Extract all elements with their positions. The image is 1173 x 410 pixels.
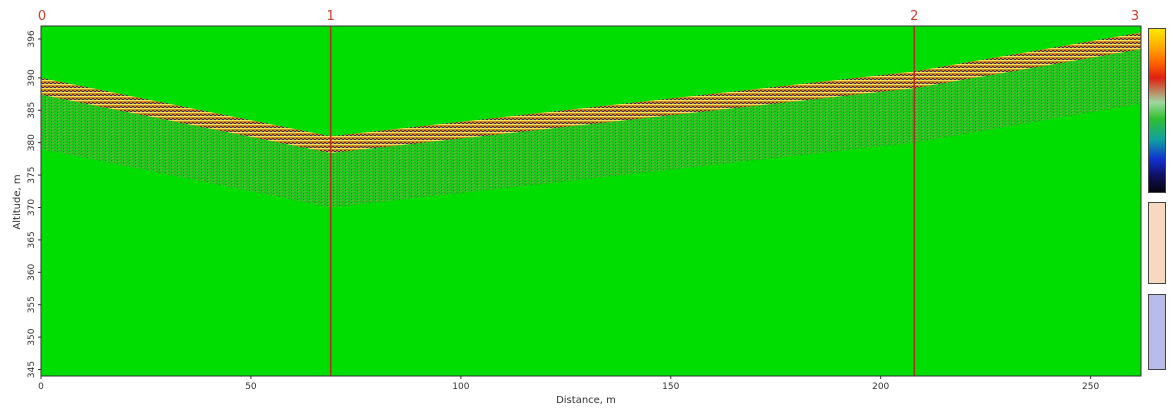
y-tick-label: 390 xyxy=(27,69,37,86)
plot-frame xyxy=(40,25,1142,377)
amplitude-colorbar[interactable] xyxy=(1148,28,1166,193)
y-tick-label: 365 xyxy=(27,231,37,248)
y-tick-label: 360 xyxy=(27,263,37,280)
gain-panel[interactable] xyxy=(1148,202,1166,284)
y-tick-label: 380 xyxy=(27,134,37,151)
y-tick-label: 345 xyxy=(27,361,37,378)
x-tick-label: 250 xyxy=(1082,382,1099,392)
x-tick-label: 0 xyxy=(38,382,44,392)
marker-label-3: 3 xyxy=(1131,9,1139,24)
y-axis-label: Altitude, m xyxy=(12,174,23,229)
y-tick-label: 370 xyxy=(27,199,37,216)
y-tick-label: 375 xyxy=(27,167,37,184)
x-tick-label: 100 xyxy=(452,382,469,392)
marker-label-1: 1 xyxy=(327,9,335,24)
filter-panel[interactable] xyxy=(1148,294,1166,370)
y-tick-label: 355 xyxy=(27,296,37,313)
y-tick-label: 350 xyxy=(27,328,37,345)
x-tick-label: 150 xyxy=(662,382,679,392)
x-tick-label: 200 xyxy=(872,382,889,392)
marker-label-2: 2 xyxy=(910,9,918,24)
y-tick-label: 396 xyxy=(27,30,37,47)
marker-label-0: 0 xyxy=(38,9,46,24)
x-axis-label: Distance, m xyxy=(556,395,616,406)
y-tick-label: 385 xyxy=(27,102,37,119)
subsurface-reflections xyxy=(41,49,1141,208)
x-tick-label: 50 xyxy=(245,382,257,392)
